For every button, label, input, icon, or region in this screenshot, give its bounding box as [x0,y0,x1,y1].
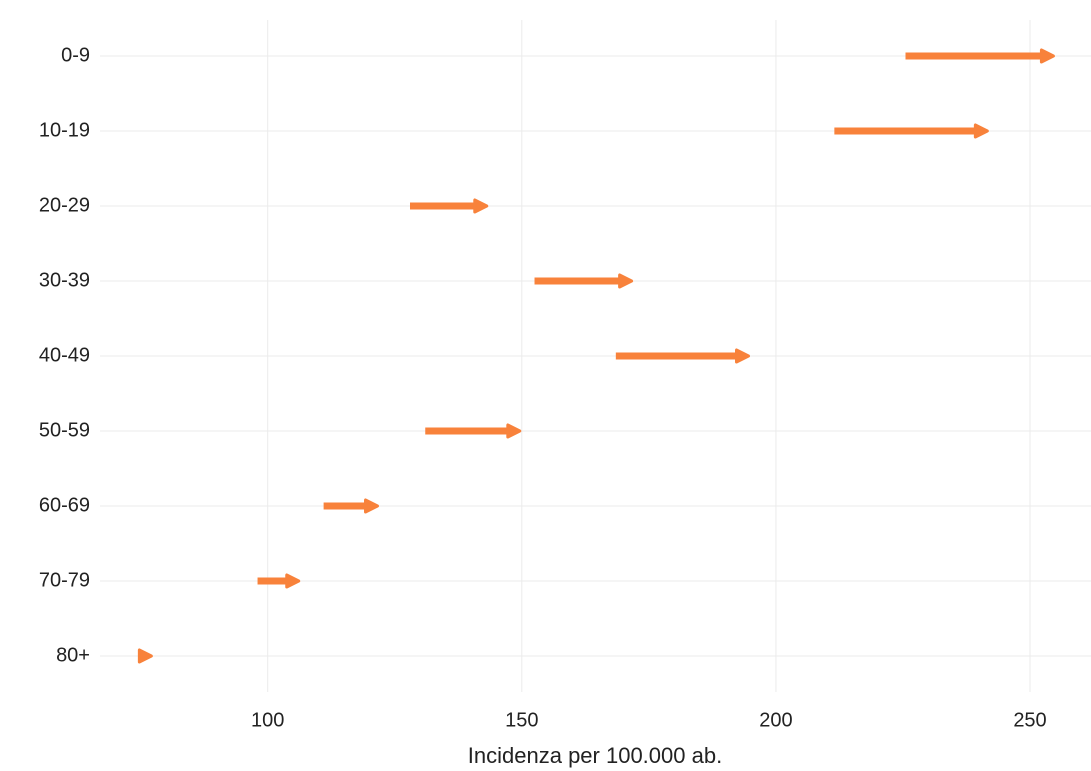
x-tick-label: 100 [251,709,284,731]
x-tick-label: 200 [759,709,792,731]
y-tick-label: 60-69 [39,494,90,516]
arrow-head [473,198,489,214]
arrow-head [735,348,751,364]
arrow-head [618,273,634,289]
y-tick-label: 80+ [56,644,90,666]
y-tick-label: 40-49 [39,344,90,366]
y-tick-label: 50-59 [39,419,90,441]
arrow-head [506,423,522,439]
arrow-head [1039,48,1055,64]
y-tick-label: 70-79 [39,569,90,591]
y-tick-label: 10-19 [39,119,90,141]
y-tick-label: 20-29 [39,194,90,216]
x-axis-title: Incidenza per 100.000 ab. [468,743,722,768]
y-tick-label: 30-39 [39,269,90,291]
y-tick-label: 0-9 [61,44,90,66]
arrow-head [973,123,989,139]
arrow-head [285,573,301,589]
arrow-head [137,648,153,664]
x-tick-label: 250 [1013,709,1046,731]
arrow-head [364,498,380,514]
x-tick-label: 150 [505,709,538,731]
